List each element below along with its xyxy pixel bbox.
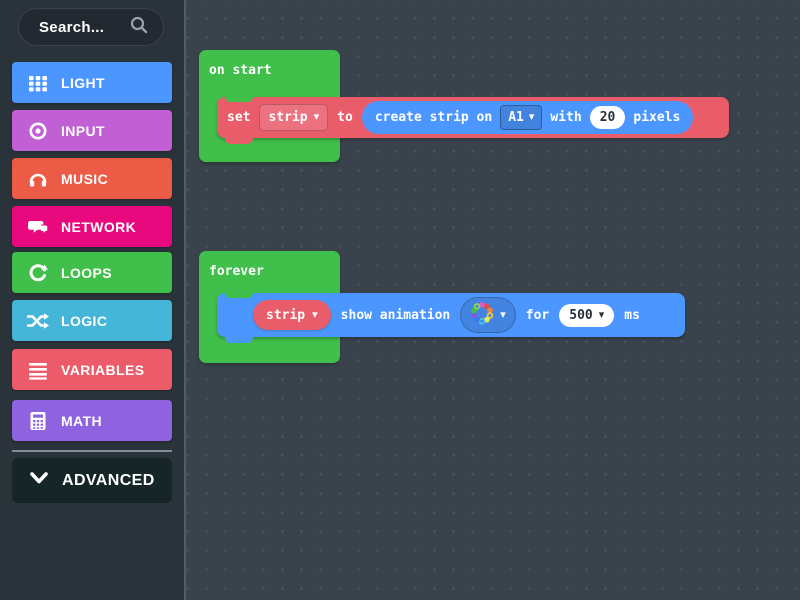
rainbow-ring-icon xyxy=(470,301,494,330)
sidebar-divider xyxy=(12,450,172,452)
advanced-button[interactable]: ADVANCED xyxy=(12,458,172,503)
sidebar-item-label: INPUT xyxy=(61,122,105,139)
sidebar-item-input[interactable]: INPUT xyxy=(12,110,172,151)
pin-value: A1 xyxy=(508,110,524,125)
sidebar-item-label: LOOPS xyxy=(61,264,113,281)
sidebar-item-label: MUSIC xyxy=(61,170,109,187)
block-notch xyxy=(225,97,253,102)
search-placeholder: Search... xyxy=(39,18,105,36)
headphones-icon xyxy=(27,168,49,190)
animation-dropdown[interactable]: ▾ xyxy=(460,297,516,333)
set-keyword: set xyxy=(227,110,251,125)
dropdown-arrow-icon: ▾ xyxy=(500,308,506,321)
dropdown-arrow-icon: ▾ xyxy=(312,308,318,321)
search-box[interactable]: Search... xyxy=(18,8,164,46)
show-animation-block[interactable]: strip ▾ show animation xyxy=(217,293,685,343)
pixel-count-value: 20 xyxy=(599,110,616,125)
sidebar-item-music[interactable]: MUSIC xyxy=(12,158,172,199)
sidebar-item-label: LIGHT xyxy=(61,74,105,91)
sidebar-item-label: NETWORK xyxy=(61,218,137,235)
search-icon xyxy=(129,15,149,40)
pixels-keyword: pixels xyxy=(633,110,681,125)
on-start-label: on start xyxy=(209,63,272,78)
variable-name: strip xyxy=(266,307,306,323)
chat-bubbles-icon xyxy=(27,216,49,238)
strip-variable-pill[interactable]: strip ▾ xyxy=(253,300,331,330)
set-variable-block[interactable]: set strip ▾ to create strip on A1 ▾ with… xyxy=(217,97,729,144)
sidebar-item-label: VARIABLES xyxy=(61,361,145,378)
pin-dropdown[interactable]: A1 ▾ xyxy=(500,105,543,130)
loop-arrow-icon xyxy=(27,262,49,284)
workspace-canvas[interactable]: on start set strip ▾ to create strip on … xyxy=(184,0,800,600)
sidebar-item-label: LOGIC xyxy=(61,312,108,329)
target-icon xyxy=(27,120,49,142)
sidebar-item-logic[interactable]: LOGIC xyxy=(12,300,172,341)
forever-label: forever xyxy=(209,264,264,279)
sidebar-item-light[interactable]: LIGHT xyxy=(12,62,172,103)
dropdown-arrow-icon: ▾ xyxy=(528,111,535,123)
show-animation-label: show animation xyxy=(340,307,451,323)
pixel-count-field[interactable]: 20 xyxy=(589,106,626,129)
grid-icon xyxy=(27,72,49,94)
calculator-icon xyxy=(27,410,49,432)
dropdown-arrow-icon: ▾ xyxy=(598,308,605,321)
sidebar-item-network[interactable]: NETWORK xyxy=(12,206,172,247)
to-keyword: to xyxy=(337,110,353,125)
advanced-label: ADVANCED xyxy=(62,471,155,489)
sidebar-item-label: MATH xyxy=(61,412,102,429)
create-strip-block[interactable]: create strip on A1 ▾ with 20 pixels xyxy=(361,101,694,134)
block-bump xyxy=(225,337,253,343)
create-strip-label: create strip on xyxy=(374,110,493,125)
ms-unit: ms xyxy=(624,307,640,323)
variable-dropdown[interactable]: strip ▾ xyxy=(259,104,329,131)
sidebar-item-variables[interactable]: VARIABLES xyxy=(12,349,172,390)
toolbox-sidebar: Search... LIGHT INPUT MUSIC xyxy=(0,0,184,600)
chevron-down-icon xyxy=(30,471,48,490)
sidebar-item-math[interactable]: MATH xyxy=(12,400,172,441)
for-keyword: for xyxy=(525,307,550,323)
shuffle-icon xyxy=(27,310,49,332)
with-keyword: with xyxy=(550,110,582,125)
block-bump xyxy=(225,138,253,144)
duration-value: 500 xyxy=(569,307,593,323)
dropdown-arrow-icon: ▾ xyxy=(313,111,320,123)
sidebar-item-loops[interactable]: LOOPS xyxy=(12,252,172,293)
variable-name: strip xyxy=(268,110,308,125)
list-icon xyxy=(27,359,49,381)
block-notch xyxy=(225,293,253,298)
duration-dropdown[interactable]: 500 ▾ xyxy=(559,303,615,327)
